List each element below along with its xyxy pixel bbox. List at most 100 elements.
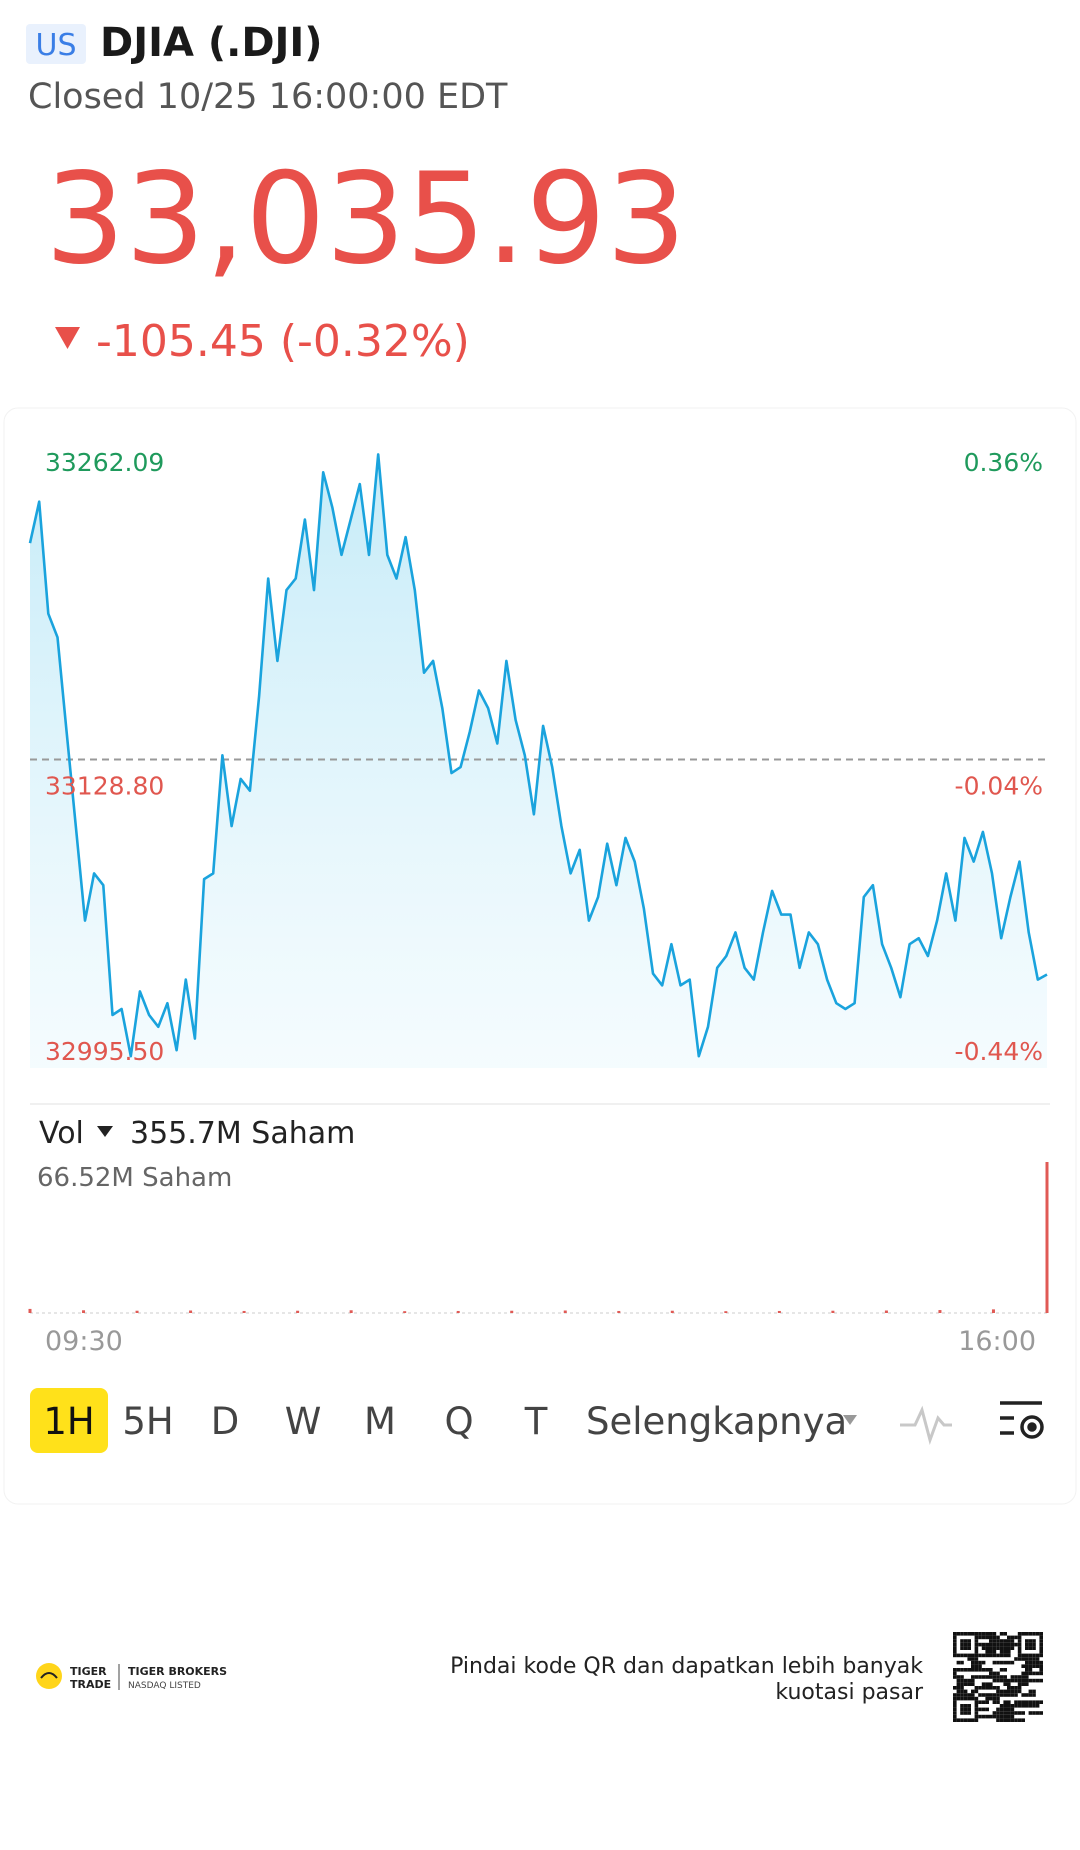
qr-cell (974, 1635, 979, 1640)
qr-cell (1021, 1704, 1025, 1708)
qr-cell (1032, 1671, 1036, 1676)
tabs: 1H 5H D W M Q T Selengkapnya (43, 1400, 857, 1443)
qr-cell (971, 1718, 975, 1722)
qr-cell (1021, 1678, 1025, 1683)
qr-cell (1032, 1632, 1036, 1636)
qr-cell (956, 1668, 961, 1672)
qr-cell (960, 1653, 964, 1658)
qr-cell (956, 1675, 961, 1679)
qr-cell (956, 1696, 961, 1701)
qr-cell (960, 1718, 964, 1722)
qr-cell (1014, 1642, 1018, 1647)
qr-cell (1035, 1664, 1040, 1668)
qr-cell (989, 1686, 993, 1690)
indicator-icon[interactable] (900, 1405, 952, 1445)
qr-cell (1021, 1671, 1025, 1676)
qr-cell (978, 1714, 982, 1719)
qr-cell (974, 1711, 979, 1715)
qr-cell (981, 1700, 986, 1704)
market-badge (26, 24, 86, 64)
qr-cell (974, 1657, 979, 1661)
qr-cell (974, 1675, 979, 1679)
qr-cell (1017, 1657, 1022, 1661)
qr-cell (960, 1689, 964, 1694)
timeframe-tab[interactable]: 1H (43, 1400, 94, 1443)
volume-label: Vol (39, 1116, 84, 1151)
qr-cell (974, 1707, 979, 1712)
qr-cell (1010, 1686, 1015, 1690)
qr-cell (960, 1693, 964, 1697)
qr-cell (953, 1632, 957, 1636)
qr-cell (999, 1642, 1004, 1647)
qr-cell (953, 1714, 957, 1719)
qr-cell (996, 1696, 1000, 1701)
qr-cell (974, 1696, 979, 1701)
qr-cell (1032, 1639, 1036, 1643)
qr-cell (1035, 1671, 1040, 1676)
qr-cell (953, 1718, 957, 1722)
qr-cell (981, 1653, 986, 1658)
qr-cell (996, 1671, 1000, 1676)
timeframe-tab[interactable]: D (211, 1400, 240, 1443)
qr-cell (981, 1632, 986, 1636)
qr-cell (1025, 1653, 1029, 1658)
qr-cell (1010, 1707, 1015, 1712)
qr-cell (953, 1711, 957, 1715)
qr-cell (1007, 1714, 1011, 1719)
timeframe-tab[interactable]: M (364, 1400, 396, 1443)
qr-cell (999, 1707, 1004, 1712)
timeframe-tab[interactable]: Selengkapnya (586, 1400, 847, 1443)
qr-cell (1021, 1700, 1025, 1704)
more-dropdown[interactable] (843, 1415, 857, 1425)
qr-cell (953, 1693, 957, 1697)
qr-cell (992, 1639, 997, 1643)
price-line (28, 453, 1048, 1058)
qr-cell (1025, 1657, 1029, 1661)
qr-cell (1032, 1704, 1036, 1708)
volume-bar (670, 1310, 674, 1313)
volume-dropdown[interactable] (97, 1126, 113, 1137)
qr-cell (985, 1635, 989, 1640)
qr-cell (1021, 1657, 1025, 1661)
qr-cell (967, 1642, 971, 1647)
qr-cell (1007, 1689, 1011, 1694)
qr-cell (1028, 1704, 1033, 1708)
qr-cell (996, 1635, 1000, 1640)
qr-cell (956, 1718, 961, 1722)
last-price: 33,035.93 (45, 145, 686, 292)
qr-cell (989, 1635, 993, 1640)
volume-bar (777, 1310, 781, 1313)
qr-cell (1028, 1671, 1033, 1676)
qr-cell (1039, 1635, 1043, 1640)
qr-cell (992, 1653, 997, 1658)
qr-cell (1003, 1682, 1007, 1686)
qr-cell (963, 1642, 968, 1647)
timeframe-tab[interactable]: T (524, 1400, 548, 1443)
qr-cell (989, 1668, 993, 1672)
qr-cell (992, 1671, 997, 1676)
settings-icon[interactable] (1000, 1401, 1044, 1439)
qr-cell (1017, 1686, 1022, 1690)
volume-bar (242, 1310, 246, 1313)
qr-cell (1010, 1678, 1015, 1683)
qr-cell (989, 1639, 993, 1643)
qr-cell (974, 1686, 979, 1690)
x-tick-label: 16:00 (958, 1326, 1036, 1357)
qr-cell (1007, 1660, 1011, 1665)
timeframe-tab[interactable]: W (285, 1400, 322, 1443)
timeframe-tab[interactable]: Q (444, 1400, 473, 1443)
qr-cell (963, 1678, 968, 1683)
qr-cell (963, 1711, 968, 1715)
qr-cell (1003, 1678, 1007, 1683)
qr-cell (956, 1632, 961, 1636)
qr-cell (1032, 1693, 1036, 1697)
qr-cell (1007, 1639, 1011, 1643)
qr-cell (960, 1642, 964, 1647)
y-tick-label: 33262.09 (45, 448, 164, 477)
qr-cell (999, 1714, 1004, 1719)
qr-cell (1003, 1660, 1007, 1665)
timeframe-tab[interactable]: 5H (122, 1400, 173, 1443)
qr-cell (1014, 1693, 1018, 1697)
